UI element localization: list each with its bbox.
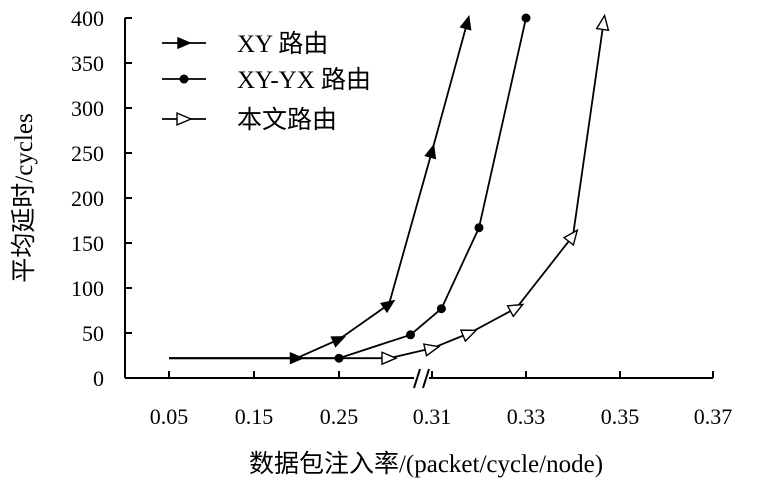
x-tick-label: 0.33 xyxy=(507,404,546,429)
x-axis-title: 数据包注入率/(packet/cycle/node) xyxy=(249,450,603,478)
y-tick-label: 200 xyxy=(71,186,104,211)
axes: 0 50 100 150 200 250 300 350 400 0.05 0.15 0.25 0.31… xyxy=(71,6,732,429)
y-tick-label: 0 xyxy=(93,366,104,391)
data-point xyxy=(424,143,437,160)
y-tick-label: 300 xyxy=(71,96,104,121)
legend-label: XY 路由 xyxy=(237,30,328,58)
data-point xyxy=(330,336,347,348)
x-tick-label: 0.37 xyxy=(694,404,733,429)
y-tick-label: 350 xyxy=(71,51,104,76)
y-tick-label: 150 xyxy=(71,231,104,256)
legend-item: XY 路由 xyxy=(162,30,328,58)
y-tick-label: 50 xyxy=(82,321,104,346)
data-point xyxy=(562,228,579,247)
legend-item: 本文路由 xyxy=(162,106,337,134)
axis-break-mark xyxy=(422,368,430,389)
data-point xyxy=(179,74,189,84)
x-tick-label: 0.25 xyxy=(320,404,359,429)
data-point xyxy=(459,329,478,343)
y-tick-label: 100 xyxy=(71,276,104,301)
legend-label: XY-YX 路由 xyxy=(237,66,371,94)
x-tick-label: 0.05 xyxy=(150,404,189,429)
series-3 xyxy=(169,13,610,366)
y-axis-title-group: 平均延时/cycles xyxy=(10,113,38,282)
data-point xyxy=(422,343,441,357)
data-point xyxy=(474,223,484,233)
y-tick-label: 400 xyxy=(71,6,104,31)
legend-item: XY-YX 路由 xyxy=(162,66,371,94)
data-point xyxy=(459,14,472,31)
data-point xyxy=(521,13,531,23)
series-2 xyxy=(169,13,531,363)
axis-break-mark xyxy=(413,368,421,389)
data-point xyxy=(406,330,415,340)
data-point xyxy=(177,36,192,50)
data-point xyxy=(506,303,525,318)
x-tick-label: 0.31 xyxy=(413,404,452,429)
x-tick-label: 0.15 xyxy=(235,404,274,429)
data-point xyxy=(381,351,398,366)
y-axis-title: 平均延时/cycles xyxy=(10,113,38,282)
data-point xyxy=(379,299,396,314)
series-layer xyxy=(169,13,610,366)
series-1 xyxy=(169,14,472,365)
data-point xyxy=(176,111,193,127)
data-point xyxy=(436,304,446,314)
y-tick-label: 250 xyxy=(71,141,104,166)
legend-label: 本文路由 xyxy=(237,106,337,134)
data-point xyxy=(595,13,610,32)
x-tick-label: 0.35 xyxy=(601,404,640,429)
